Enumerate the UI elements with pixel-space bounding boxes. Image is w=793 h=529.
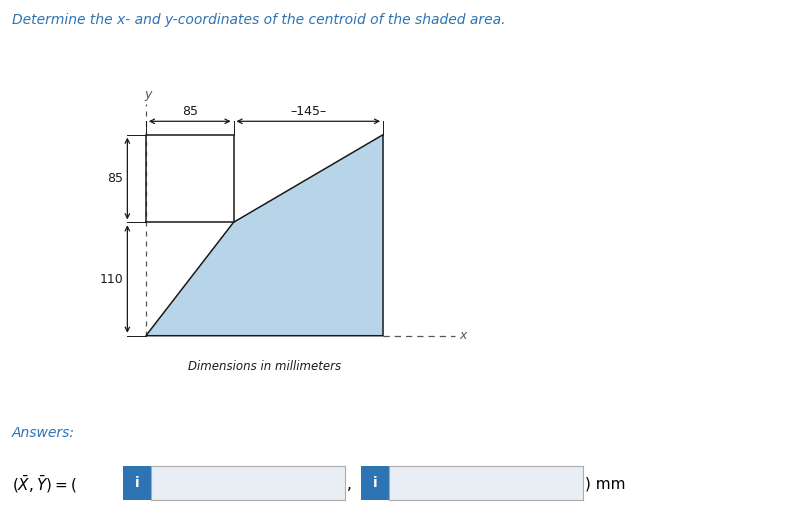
Text: Answers:: Answers: [12, 426, 75, 440]
Text: x: x [459, 329, 467, 342]
Text: i: i [373, 476, 377, 490]
Text: ,: , [347, 477, 351, 491]
Text: ) mm: ) mm [585, 477, 626, 491]
Text: y: y [144, 88, 151, 101]
Text: $(\bar{X}, \bar{Y}) = ($: $(\bar{X}, \bar{Y}) = ($ [12, 473, 77, 495]
Text: i: i [135, 476, 139, 490]
Text: Dimensions in millimeters: Dimensions in millimeters [188, 360, 341, 373]
Text: 110: 110 [99, 272, 123, 286]
Text: 85: 85 [182, 105, 197, 118]
Text: 85: 85 [107, 172, 123, 185]
Text: –145–: –145– [290, 105, 327, 118]
Polygon shape [146, 135, 383, 336]
Text: Determine the x- and y-coordinates of the centroid of the shaded area.: Determine the x- and y-coordinates of th… [12, 13, 505, 27]
